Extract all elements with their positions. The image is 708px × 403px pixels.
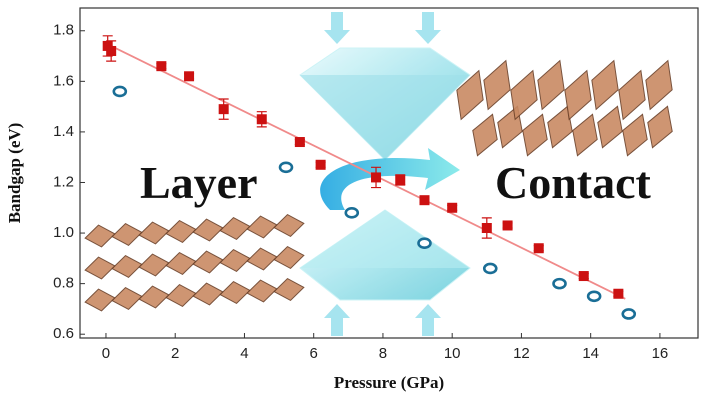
data-point bbox=[586, 290, 602, 303]
polyhedron bbox=[472, 113, 498, 157]
y-tick-label: 1.0 bbox=[53, 224, 74, 241]
polyhedron bbox=[138, 221, 170, 245]
polyhedron bbox=[572, 113, 598, 157]
polyhedron bbox=[111, 222, 143, 247]
data-point bbox=[533, 243, 544, 254]
polyhedron bbox=[618, 69, 646, 121]
polyhedron bbox=[591, 59, 619, 111]
polyhedron bbox=[273, 213, 305, 238]
annotation: Contact bbox=[495, 157, 652, 208]
x-tick-label: 8 bbox=[379, 345, 387, 362]
polyhedron bbox=[273, 245, 305, 270]
polyhedron bbox=[165, 251, 197, 276]
data-point bbox=[502, 220, 513, 231]
y-tick-label: 1.8 bbox=[53, 22, 74, 39]
polyhedron bbox=[483, 59, 511, 111]
data-point bbox=[481, 223, 492, 233]
y-tick-label: 1.2 bbox=[53, 173, 74, 190]
data-point bbox=[447, 202, 458, 213]
polyhedron bbox=[522, 113, 548, 157]
y-tick-label: 0.6 bbox=[53, 325, 74, 342]
illustration bbox=[84, 12, 673, 336]
x-tick-label: 4 bbox=[240, 345, 248, 362]
polyhedron bbox=[273, 277, 305, 302]
y-tick-label: 1.6 bbox=[53, 72, 74, 89]
data-point bbox=[106, 45, 117, 56]
polyhedron bbox=[84, 224, 116, 248]
polyhedron bbox=[111, 286, 143, 311]
polyhedron bbox=[219, 216, 251, 241]
x-tick-label: 14 bbox=[582, 345, 599, 362]
y-tick-label: 0.8 bbox=[53, 275, 74, 292]
polyhedron bbox=[192, 250, 224, 274]
polyhedron bbox=[165, 283, 197, 308]
polyhedron bbox=[192, 282, 224, 306]
data-point bbox=[278, 161, 294, 174]
data-point bbox=[156, 61, 167, 72]
data-point bbox=[184, 71, 195, 82]
polyhedron bbox=[246, 279, 278, 303]
polyhedron bbox=[165, 219, 197, 244]
x-tick-label: 6 bbox=[310, 345, 318, 362]
data-point bbox=[621, 308, 637, 320]
x-axis-label: Pressure (GPa) bbox=[334, 373, 444, 392]
data-point bbox=[112, 85, 128, 98]
polyhedron bbox=[647, 105, 673, 149]
polyhedron bbox=[622, 113, 648, 157]
x-tick-label: 12 bbox=[513, 345, 530, 362]
polyhedron bbox=[138, 253, 170, 277]
data-point bbox=[256, 114, 267, 125]
polyhedron bbox=[510, 69, 538, 121]
data-point bbox=[552, 277, 567, 290]
data-point bbox=[419, 195, 430, 206]
data-point bbox=[102, 40, 113, 51]
polyhedron bbox=[111, 254, 143, 279]
data-point bbox=[578, 271, 589, 282]
y-tick-label: 1.4 bbox=[53, 123, 74, 140]
polyhedron bbox=[246, 247, 278, 271]
x-tick-label: 2 bbox=[171, 345, 179, 362]
polyhedron bbox=[219, 248, 251, 273]
annotation: Layer bbox=[140, 157, 258, 208]
polyhedron bbox=[597, 105, 623, 149]
polyhedron bbox=[138, 285, 170, 309]
x-tick-label: 16 bbox=[652, 345, 669, 362]
data-point bbox=[417, 237, 432, 249]
data-point bbox=[613, 288, 624, 299]
data-point bbox=[344, 207, 360, 219]
plot-frame bbox=[79, 7, 699, 339]
y-axis-label: Bandgap (eV) bbox=[5, 123, 24, 224]
data-point bbox=[315, 159, 326, 170]
polyhedron bbox=[192, 218, 224, 242]
data-point bbox=[482, 262, 498, 275]
polyhedron bbox=[645, 59, 673, 111]
data-point bbox=[371, 172, 382, 183]
polyhedron bbox=[456, 69, 484, 121]
polyhedron bbox=[564, 69, 592, 121]
polyhedron bbox=[537, 59, 565, 111]
data-point bbox=[218, 104, 229, 115]
x-tick-label: 0 bbox=[102, 345, 110, 362]
polyhedron bbox=[84, 288, 116, 312]
fit-line bbox=[105, 42, 626, 300]
polyhedron bbox=[84, 256, 116, 280]
polyhedron bbox=[219, 280, 251, 305]
polyhedron bbox=[547, 105, 573, 149]
polyhedron bbox=[246, 215, 278, 239]
data-point bbox=[294, 137, 305, 148]
data-point bbox=[395, 174, 406, 185]
x-tick-label: 10 bbox=[444, 345, 461, 362]
